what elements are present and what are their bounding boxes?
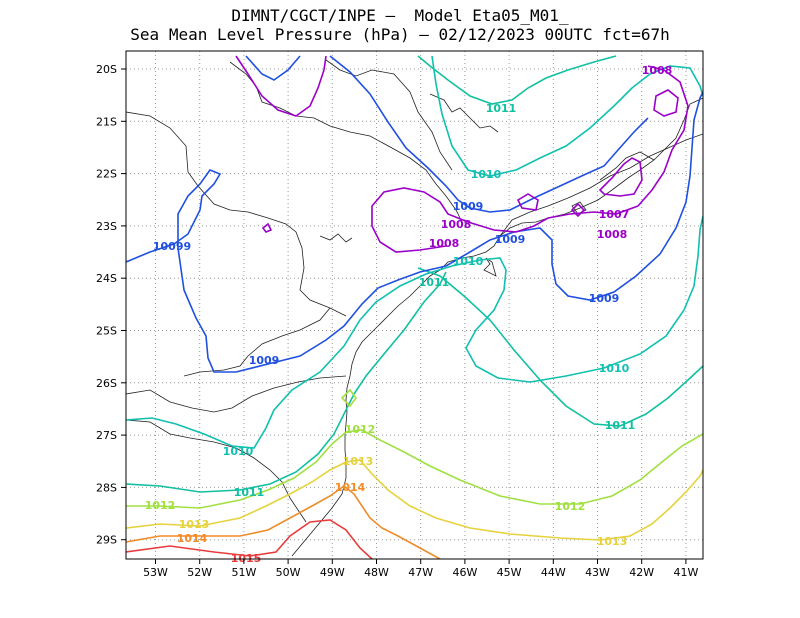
lon-label: 44W: [541, 566, 566, 579]
isobar-1008: [570, 202, 586, 218]
state-border: [126, 375, 347, 413]
isobar-1009: [445, 91, 703, 301]
isobar-1009: [245, 55, 301, 81]
state-border: [183, 307, 331, 377]
isobar-1009: [126, 169, 447, 373]
contour-label: 1010: [453, 255, 484, 268]
isobar-1011: [126, 271, 447, 493]
state-border: [499, 133, 703, 237]
contour-label: 1012: [555, 500, 586, 513]
lat-label: 29S: [96, 534, 117, 547]
lat-label: 23S: [96, 220, 117, 233]
lon-label: 51W: [231, 566, 256, 579]
isobar-1008: [261, 222, 273, 233]
contour-label: 1011: [486, 102, 517, 115]
state-border: [126, 111, 347, 317]
coastline: [291, 97, 703, 557]
axes: 53W 52W 51W 50W 49W 48W 47W 46W 45W 44W 43W 42W 41W 2…: [96, 63, 698, 579]
lon-label: 47W: [408, 566, 433, 579]
contour-label: 1013: [343, 455, 374, 468]
isobar-1007: [653, 89, 679, 117]
lat-label: 27S: [96, 429, 117, 442]
isobar-1007: [598, 157, 643, 197]
contour-label: 1010: [599, 362, 630, 375]
lon-label: 48W: [364, 566, 389, 579]
contour-label: 1009: [495, 233, 526, 246]
contour-label: 1013: [179, 518, 210, 531]
isobar-1009: [329, 55, 649, 213]
river: [429, 93, 499, 133]
contour-label: 1011: [605, 419, 636, 432]
contour-label: 1010: [223, 445, 254, 458]
lon-label: 49W: [320, 566, 345, 579]
contour-label: 1011: [234, 486, 265, 499]
contour-label: 1009: [589, 292, 620, 305]
grid-lines: [126, 51, 703, 559]
contour-label: 1014: [177, 532, 208, 545]
contour-label: 1012: [345, 423, 376, 436]
borders-coastline: [126, 59, 703, 557]
isobar-1012: [340, 388, 357, 408]
lon-label: 41W: [673, 566, 698, 579]
contour-label: 1012: [145, 499, 176, 512]
isobar-1008: [235, 55, 327, 117]
lon-label: 42W: [629, 566, 654, 579]
lat-label: 26S: [96, 377, 117, 390]
contour-label: 1009: [249, 354, 280, 367]
state-border: [325, 59, 453, 171]
contour-label: 1014: [335, 481, 366, 494]
coast-detail: [483, 257, 497, 277]
isobar-1008: [516, 193, 539, 211]
contour-label: 1013: [597, 535, 628, 548]
lon-label: 43W: [585, 566, 610, 579]
lon-label: 46W: [452, 566, 477, 579]
isobar-1012: [126, 429, 703, 509]
contour-label: 1008: [597, 228, 628, 241]
plot-frame: [125, 50, 704, 560]
lat-label: 20S: [96, 63, 117, 76]
lat-label: 22S: [96, 168, 117, 181]
contour-label: 1008: [441, 218, 472, 231]
isobar-1014: [126, 484, 441, 559]
map-title-line-1: DIMNT/CGCT/INPE – Model Eta05_M01_: [231, 6, 569, 25]
lat-label: 21S: [96, 115, 117, 128]
contour-label: 1007: [599, 208, 630, 221]
map-title-line-2: Sea Mean Level Pressure (hPa) – 02/12/20…: [130, 25, 670, 44]
lat-label: 25S: [96, 325, 117, 338]
contour-label: 1010: [471, 168, 502, 181]
lon-label: 50W: [276, 566, 301, 579]
contour-label: 1009: [453, 200, 484, 213]
state-border: [599, 151, 655, 181]
lat-label: 24S: [96, 272, 117, 285]
state-border: [229, 61, 463, 223]
isobar-1013: [126, 459, 703, 541]
state-border: [126, 419, 307, 523]
lat-label: 28S: [96, 481, 117, 494]
contour-label: 1011: [419, 276, 450, 289]
contour-label: 1008: [642, 64, 673, 77]
contour-label: 10099: [153, 240, 191, 253]
lon-label: 52W: [187, 566, 212, 579]
isobars: [126, 55, 703, 559]
isobar-1010: [431, 55, 703, 177]
lon-label: 53W: [143, 566, 168, 579]
isobar-1011: [417, 55, 617, 105]
contour-label: 1008: [429, 237, 460, 250]
lon-label: 45W: [497, 566, 522, 579]
isobar-1010: [126, 215, 703, 449]
river: [319, 233, 353, 243]
contour-labels: 1008 1011 1010 1009 1008 1007 1008 1009 …: [145, 64, 673, 565]
isobar-1015: [126, 519, 373, 559]
isobar-1011: [417, 267, 703, 427]
isobar-1008: [371, 65, 689, 253]
